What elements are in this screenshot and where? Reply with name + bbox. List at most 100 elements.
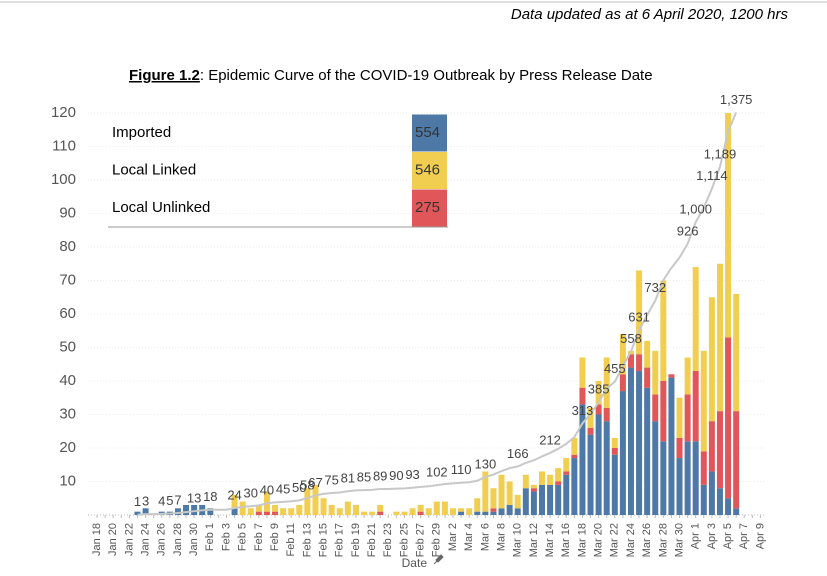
cumulative-label: 732 — [644, 280, 666, 295]
x-tick-label: Feb 5 — [237, 523, 249, 551]
bar-segment — [587, 427, 594, 435]
bar-segment — [555, 481, 562, 485]
bar-segment — [231, 508, 238, 515]
cumulative-label: 212 — [539, 432, 561, 447]
bar-segment — [708, 421, 715, 472]
bar-segment — [595, 381, 602, 405]
bar-segment — [191, 504, 198, 515]
bar-segment — [733, 411, 740, 509]
bar-segment — [530, 491, 537, 515]
bar-segment — [627, 354, 634, 368]
cumulative-label: 558 — [620, 331, 642, 346]
x-tick-label: Mar 16 — [560, 523, 572, 557]
x-tick-label: Apr 3 — [706, 523, 718, 549]
x-tick-label: Feb 13 — [301, 523, 313, 557]
bar-segment — [458, 511, 465, 515]
legend-label: Local Linked — [112, 161, 196, 178]
cumulative-label: 1,189 — [704, 146, 737, 161]
cumulative-label: 1,375 — [720, 92, 753, 107]
x-tick-label: Feb 25 — [398, 523, 410, 557]
bar-segment — [716, 488, 723, 515]
bar-segment — [627, 367, 634, 515]
bar-segment — [636, 370, 643, 515]
bar-segment — [538, 484, 545, 515]
bar-segment — [474, 498, 481, 512]
y-tick-label: 10 — [59, 472, 76, 489]
bar-segment — [344, 501, 351, 515]
y-tick-label: 80 — [59, 238, 76, 255]
title-text: : Epidemic Curve of the COVID-19 Outbrea… — [200, 67, 653, 84]
bar-segment — [231, 494, 238, 509]
bar-segment — [506, 504, 513, 515]
bar-segment — [619, 334, 626, 375]
bar-segment — [660, 280, 667, 381]
x-tick-label: Jan 22 — [123, 523, 135, 556]
cumulative-label: 3 — [142, 494, 149, 509]
x-tick-label: Jan 24 — [139, 523, 151, 556]
bar-segment — [700, 350, 707, 452]
bar-segment — [514, 508, 521, 515]
y-tick-label: 40 — [59, 372, 76, 389]
x-tick-label: Feb 3 — [220, 523, 232, 551]
bar-segment — [652, 350, 659, 395]
bar-segment — [652, 394, 659, 422]
bar-segment — [304, 488, 311, 515]
bar-segment — [611, 448, 618, 455]
y-tick-label: 50 — [59, 338, 76, 355]
bar-segment — [636, 354, 643, 371]
x-tick-label: Apr 1 — [690, 523, 702, 549]
legend-total: 275 — [415, 199, 440, 216]
bar-segment — [312, 484, 319, 515]
x-tick-label: Feb 9 — [269, 523, 281, 551]
x-tick-label: Jan 28 — [172, 523, 184, 556]
cumulative-label: 166 — [507, 446, 529, 461]
bar-segment — [207, 508, 214, 515]
x-tick-label: Apr 9 — [754, 523, 766, 549]
bar-segment — [644, 367, 651, 388]
bar-segment — [644, 387, 651, 515]
x-tick-label: Feb 19 — [350, 523, 362, 557]
bar-segment — [320, 498, 327, 515]
x-tick-label: Mar 6 — [479, 523, 491, 551]
bar-segment — [725, 113, 732, 338]
legend-label: Imported — [112, 124, 171, 141]
bar-segment — [377, 504, 384, 512]
bar-segment — [684, 441, 691, 515]
x-tick-label: Mar 26 — [641, 523, 653, 557]
bar-segment — [595, 404, 602, 415]
cumulative-label: 4 — [158, 493, 165, 508]
x-tick-label: Jan 20 — [107, 523, 119, 556]
cumulative-label: 90 — [389, 468, 403, 483]
y-tick-label: 120 — [51, 104, 76, 121]
bar-segment — [555, 468, 562, 482]
x-tick-label: Jan 30 — [188, 523, 200, 556]
bar-segment — [579, 404, 586, 515]
bar-segment — [676, 437, 683, 459]
legend-label: Local Unlinked — [112, 199, 210, 216]
bar-segment — [587, 434, 594, 515]
bar-segment — [716, 263, 723, 412]
legend-swatch — [412, 189, 447, 227]
bar-segment — [522, 474, 529, 489]
bar-segment — [255, 511, 262, 515]
bar-segment — [708, 297, 715, 422]
bar-segment — [700, 484, 707, 515]
bar-segment — [361, 511, 368, 515]
bar-segment — [134, 511, 141, 515]
bar-segment — [336, 508, 343, 515]
cumulative-label: 50 — [292, 480, 306, 495]
bar-segment — [482, 511, 489, 515]
cumulative-label: 926 — [677, 223, 699, 238]
bar-segment — [692, 267, 699, 371]
x-tick-label: Feb 1 — [204, 523, 216, 551]
bar-segment — [571, 458, 578, 515]
bar-segment — [433, 501, 440, 515]
bar-segment — [644, 340, 651, 368]
x-tick-label: Feb 15 — [317, 523, 329, 557]
bar-segment — [296, 504, 303, 515]
bar-segment — [142, 508, 149, 515]
cumulative-label: 7 — [174, 492, 181, 507]
x-tick-label: Mar 28 — [657, 523, 669, 557]
bar-segment — [538, 471, 545, 485]
